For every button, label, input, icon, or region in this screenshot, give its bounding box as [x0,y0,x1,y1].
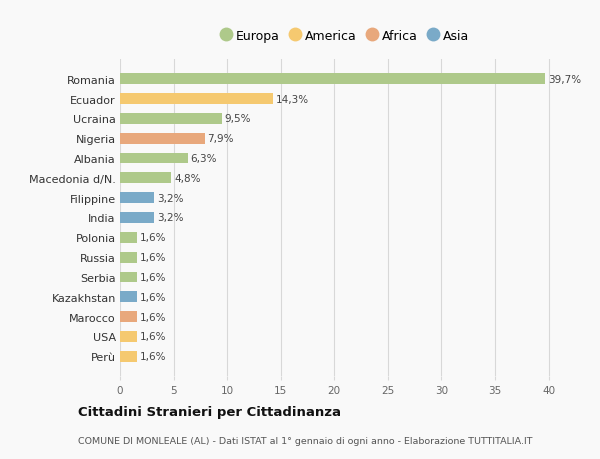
Text: Cittadini Stranieri per Cittadinanza: Cittadini Stranieri per Cittadinanza [78,405,341,419]
Text: 6,3%: 6,3% [190,154,217,164]
Bar [120,272,137,283]
Bar [120,94,273,105]
Text: 4,8%: 4,8% [174,174,200,184]
Bar [120,331,137,342]
Text: 39,7%: 39,7% [548,74,581,84]
Text: 1,6%: 1,6% [140,352,166,362]
Legend: Europa, America, Africa, Asia: Europa, America, Africa, Asia [216,25,474,48]
Text: 7,9%: 7,9% [208,134,234,144]
Bar [120,232,137,243]
Text: 14,3%: 14,3% [276,94,309,104]
Bar [120,193,154,204]
Bar [120,292,137,302]
Bar [120,312,137,322]
Bar [120,153,187,164]
Bar [120,351,137,362]
Bar [120,74,545,85]
Text: 1,6%: 1,6% [140,252,166,263]
Bar [120,173,172,184]
Text: 1,6%: 1,6% [140,312,166,322]
Text: 1,6%: 1,6% [140,233,166,243]
Text: 9,5%: 9,5% [224,114,251,124]
Bar [120,134,205,144]
Text: COMUNE DI MONLEALE (AL) - Dati ISTAT al 1° gennaio di ogni anno - Elaborazione T: COMUNE DI MONLEALE (AL) - Dati ISTAT al … [78,436,533,445]
Bar [120,252,137,263]
Bar [120,114,222,124]
Text: 3,2%: 3,2% [157,193,184,203]
Text: 1,6%: 1,6% [140,292,166,302]
Text: 1,6%: 1,6% [140,272,166,282]
Text: 1,6%: 1,6% [140,332,166,342]
Text: 3,2%: 3,2% [157,213,184,223]
Bar [120,213,154,224]
